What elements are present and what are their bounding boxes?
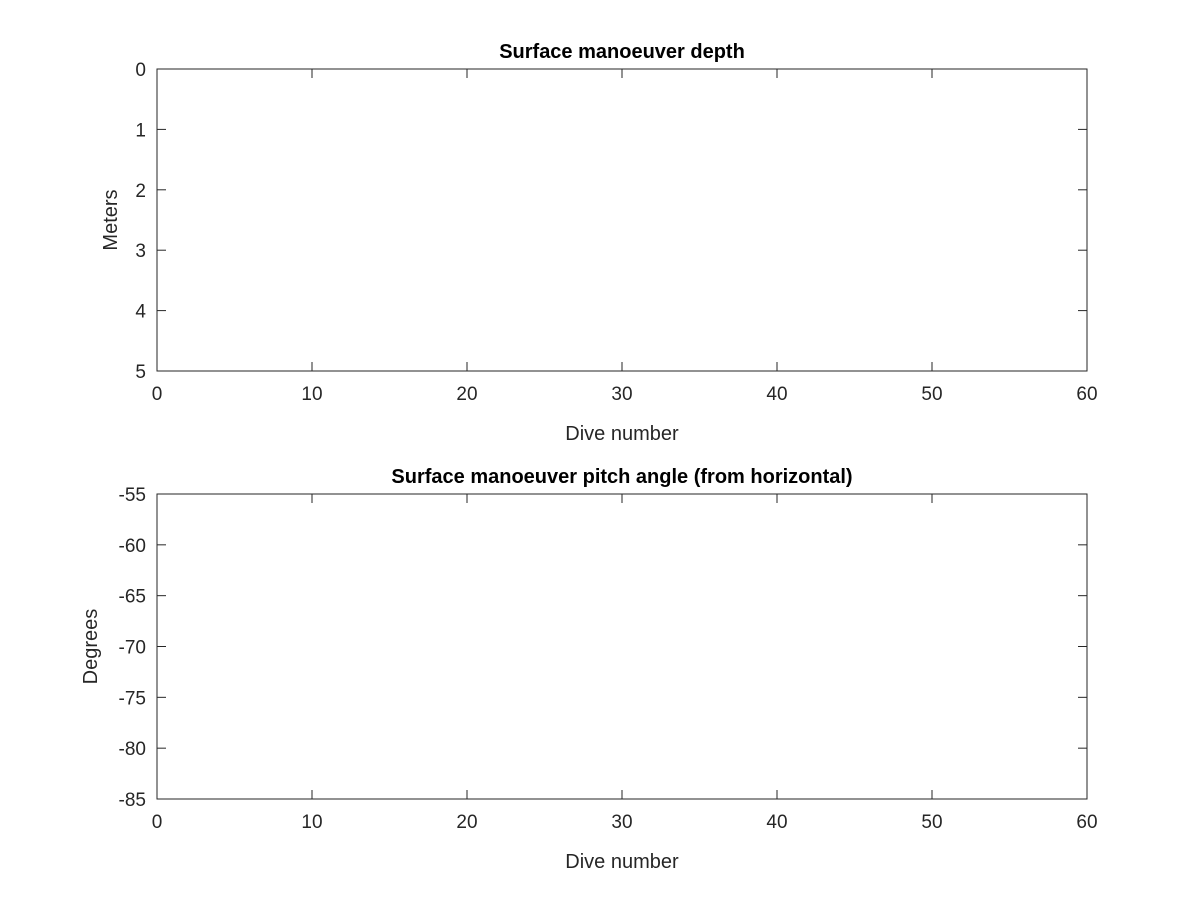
y-axis-label: Degrees: [80, 609, 102, 685]
x-tick-label: 50: [921, 384, 942, 405]
y-tick-label: -75: [119, 688, 146, 709]
y-tick-label: 5: [135, 362, 146, 383]
x-tick-label: 0: [152, 812, 163, 833]
y-tick-label: -65: [119, 587, 146, 608]
x-tick-label: 50: [921, 812, 942, 833]
y-tick-label: -60: [119, 536, 146, 557]
chart-title: Surface manoeuver pitch angle (from hori…: [391, 466, 852, 488]
x-axis-label: Dive number: [565, 851, 679, 873]
y-tick-label: 2: [135, 181, 146, 202]
x-tick-label: 20: [456, 384, 477, 405]
x-tick-label: 10: [301, 812, 322, 833]
y-tick-label: 1: [135, 120, 146, 141]
chart-title: Surface manoeuver depth: [499, 41, 745, 63]
y-axis-label: Meters: [100, 189, 122, 250]
x-tick-label: 0: [152, 384, 163, 405]
x-tick-label: 40: [766, 812, 787, 833]
x-tick-label: 40: [766, 384, 787, 405]
y-tick-label: -85: [119, 790, 146, 811]
y-tick-label: 3: [135, 241, 146, 262]
axes-frame: [156, 68, 1088, 372]
axes-frame: [156, 493, 1088, 800]
y-tick-label: 0: [135, 60, 146, 81]
y-tick-label: -55: [119, 485, 146, 506]
x-tick-label: 20: [456, 812, 477, 833]
y-tick-label: 4: [135, 302, 146, 323]
pitch-chart: 0 10 20 30 40 50 60 -55 -60 -65 -70 -75 -80 -85 Surfac…: [80, 466, 1098, 873]
x-tick-label: 60: [1076, 384, 1097, 405]
x-tick-label: 30: [611, 812, 632, 833]
x-axis-label: Dive number: [565, 423, 679, 445]
y-tick-label: -80: [119, 739, 146, 760]
y-tick-label: -70: [119, 638, 146, 659]
x-tick-label: 60: [1076, 812, 1097, 833]
depth-chart: 0 10 20 30 40 50 60 0 1 2 3 4 5 Surface manoeuver dep…: [100, 41, 1098, 445]
x-tick-label: 10: [301, 384, 322, 405]
x-tick-label: 30: [611, 384, 632, 405]
